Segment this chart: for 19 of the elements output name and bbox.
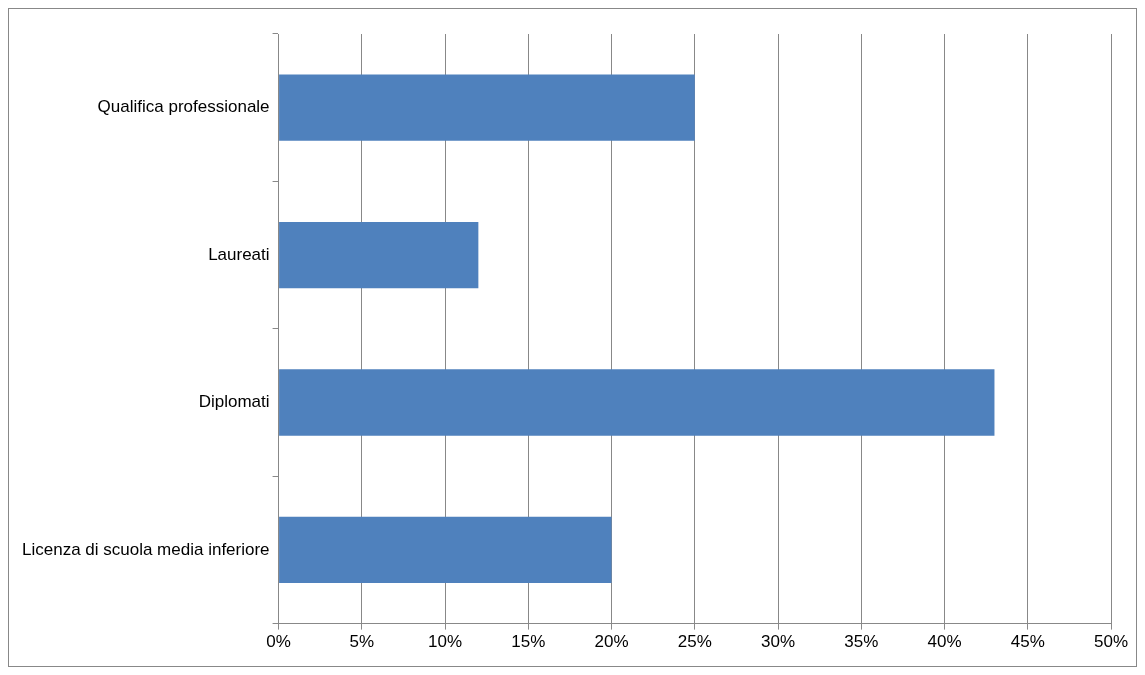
x-tick-label: 45% xyxy=(1010,632,1045,652)
x-tick-label: 40% xyxy=(927,632,962,652)
x-tick-label: 20% xyxy=(594,632,629,652)
y-tick-label: Laureati xyxy=(208,244,270,264)
x-tick-label: 0% xyxy=(266,632,291,652)
bar xyxy=(279,516,612,584)
x-tick-label: 5% xyxy=(349,632,375,652)
y-tick-label: Qualifica professionale xyxy=(97,97,270,117)
x-tick-label: 50% xyxy=(1093,632,1129,652)
x-tick-label: 15% xyxy=(511,632,546,652)
bar xyxy=(279,74,695,141)
x-tick-label: 35% xyxy=(844,632,879,652)
bar xyxy=(279,369,995,436)
y-tick-label: Licenza di scuola media inferiore xyxy=(21,539,270,559)
x-tick-label: 10% xyxy=(428,632,463,652)
x-tick-label: 25% xyxy=(677,632,712,652)
x-tick-label: 30% xyxy=(761,632,796,652)
bar xyxy=(279,221,479,289)
y-tick-label: Diplomati xyxy=(198,392,270,412)
